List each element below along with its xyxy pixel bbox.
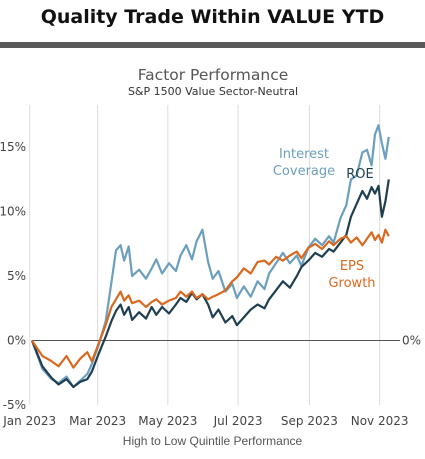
series-label-roe: ROE [346,167,373,182]
x-tick-label: Mar 2023 [69,414,126,428]
series-lines [30,124,390,389]
gridlines [29,105,381,405]
x-tick-label: Jul 2023 [213,414,263,428]
axes: Jan 2023 Mar 2023 May 2023 Jul 2023 Sep 2023… [0,140,421,428]
y-tick-label: 5% [7,269,26,283]
x-tick-label: Sep 2023 [281,414,338,428]
series-line-eps-growth [31,228,390,369]
title-divider [0,42,425,48]
slide-title: Quality Trade Within VALUE YTD [40,6,385,28]
y-tick-label: 10% [0,205,26,219]
chart-title: Factor Performance [138,66,289,84]
series-line-interest-coverage [30,124,390,389]
y-tick-label: 15% [0,140,26,154]
chart-footnote: High to Low Quintile Performance [122,434,303,448]
x-tick-label: May 2023 [138,414,197,428]
y-tick-label: 0% [7,334,26,348]
series-labels: Interest Coverage ROE EPS Growth [273,147,376,291]
x-tick-label: Nov 2023 [351,414,409,428]
series-label-eps-growth: EPS Growth [328,259,375,291]
y-tick-label: -5% [3,398,26,412]
zero-line-label: 0% [402,334,421,348]
series-label-interest-coverage: Interest Coverage [273,147,335,179]
chart-subtitle: S&P 1500 Value Sector-Neutral [128,85,298,98]
x-tick-label: Jan 2023 [2,414,56,428]
